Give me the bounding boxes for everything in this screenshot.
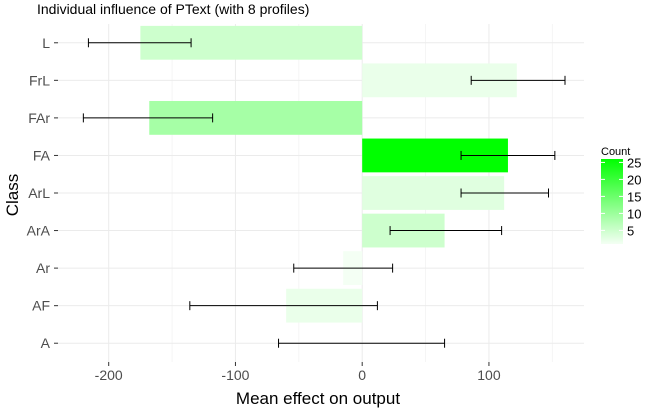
legend-tick-label: 20	[627, 172, 641, 187]
x-axis-label: Mean effect on output	[236, 389, 400, 408]
legend-title: Count	[601, 146, 630, 158]
y-axis-label: Class	[3, 174, 22, 217]
x-tick-label: -100	[221, 367, 249, 383]
errorbar-FAr	[82, 113, 214, 123]
chart-title: Individual influence of PText (with 8 pr…	[37, 1, 309, 17]
y-tick-label: ArL	[28, 185, 50, 201]
y-tick-label: L	[42, 35, 50, 51]
legend-tick-label: 25	[627, 155, 641, 170]
x-tick-label: -200	[95, 367, 123, 383]
errorbar-FrL	[470, 75, 566, 85]
errorbar-ArL	[460, 188, 550, 198]
y-tick-label: ArA	[27, 223, 51, 239]
legend-tick-label: 15	[627, 189, 641, 204]
errorbar-AF	[189, 301, 378, 311]
plot-area: -200 -100 0 100 A AF Ar ArA ArL FA FAr FrL L	[27, 24, 584, 383]
legend-colorbar	[601, 159, 623, 244]
errorbar-L	[87, 38, 192, 48]
count-legend: Count 5 10 15 20 25	[601, 146, 641, 244]
legend-tick-label: 10	[627, 206, 641, 221]
y-tick-label: FA	[33, 147, 51, 163]
errorbar-ArA	[389, 226, 503, 236]
errorbar-A	[278, 338, 446, 348]
y-tick-label: AF	[32, 298, 50, 314]
x-tick-label: 0	[358, 367, 366, 383]
y-tick-label: Ar	[36, 260, 50, 276]
y-tick-label: FrL	[29, 72, 50, 88]
y-tick-label: FAr	[28, 110, 50, 126]
errorbar-Ar	[293, 263, 394, 273]
legend-tick-label: 5	[627, 223, 634, 238]
errorbar-FA	[460, 150, 556, 160]
x-tick-label: 100	[477, 367, 501, 383]
y-tick-label: A	[41, 335, 51, 351]
